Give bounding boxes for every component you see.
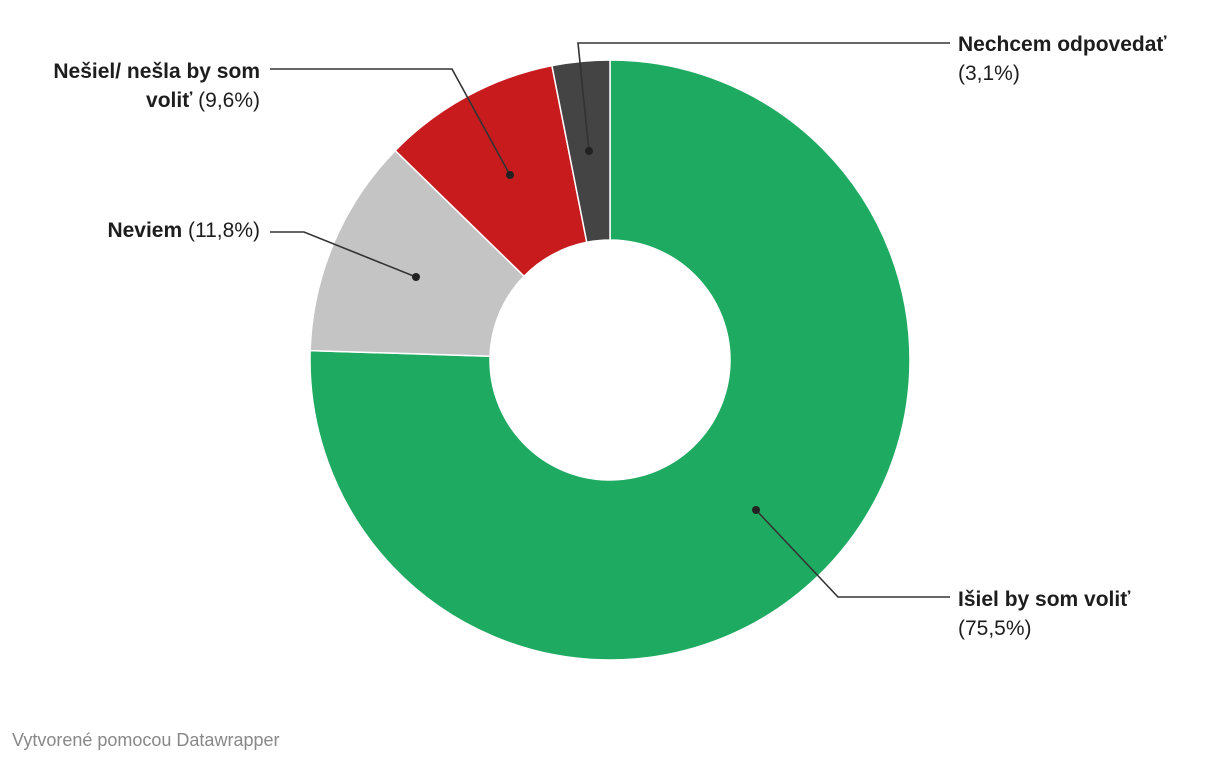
leader-dot-nechcem xyxy=(585,147,593,155)
slice-label-isiel-pct: (75,5%) xyxy=(958,617,1032,640)
slice-nechcem xyxy=(551,59,611,244)
slice-label-neviem-name: Neviem xyxy=(107,219,183,242)
leader-line-neviem xyxy=(270,231,417,278)
leader-dot-neviem xyxy=(412,273,420,281)
slice-nesiel xyxy=(394,64,588,278)
slice-label-isiel-name: Išiel by som voliť xyxy=(958,588,1131,611)
credit-text: Vytvorené pomocou Datawrapper xyxy=(12,730,280,750)
slice-label-nesiel-pct: (9,6%) xyxy=(198,89,260,112)
slice-label-neviem: Neviem (11,8%) xyxy=(20,216,260,245)
slice-label-isiel: Išiel by som voliť (75,5%) xyxy=(958,585,1208,643)
slice-label-neviem-pct: (11,8%) xyxy=(188,219,260,242)
slice-label-nesiel: Nešiel/ nešla by som voliť (9,6%) xyxy=(20,57,260,115)
slice-label-nechcem: Nechcem odpovedať (3,1%) xyxy=(958,30,1208,88)
leader-line-isiel xyxy=(755,509,950,598)
slice-label-nechcem-name: Nechcem odpovedať xyxy=(958,33,1167,56)
slice-neviem xyxy=(309,149,526,358)
leader-dot-isiel xyxy=(752,506,760,514)
slice-label-nesiel-name-b: voliť xyxy=(146,89,193,112)
leader-line-nesiel xyxy=(270,68,511,176)
leader-dot-nesiel xyxy=(506,171,514,179)
slice-label-nesiel-name-a: Nešiel/ nešla by som xyxy=(53,60,260,83)
slice-label-nechcem-pct: (3,1%) xyxy=(958,62,1020,85)
leader-line-nechcem xyxy=(577,42,950,152)
